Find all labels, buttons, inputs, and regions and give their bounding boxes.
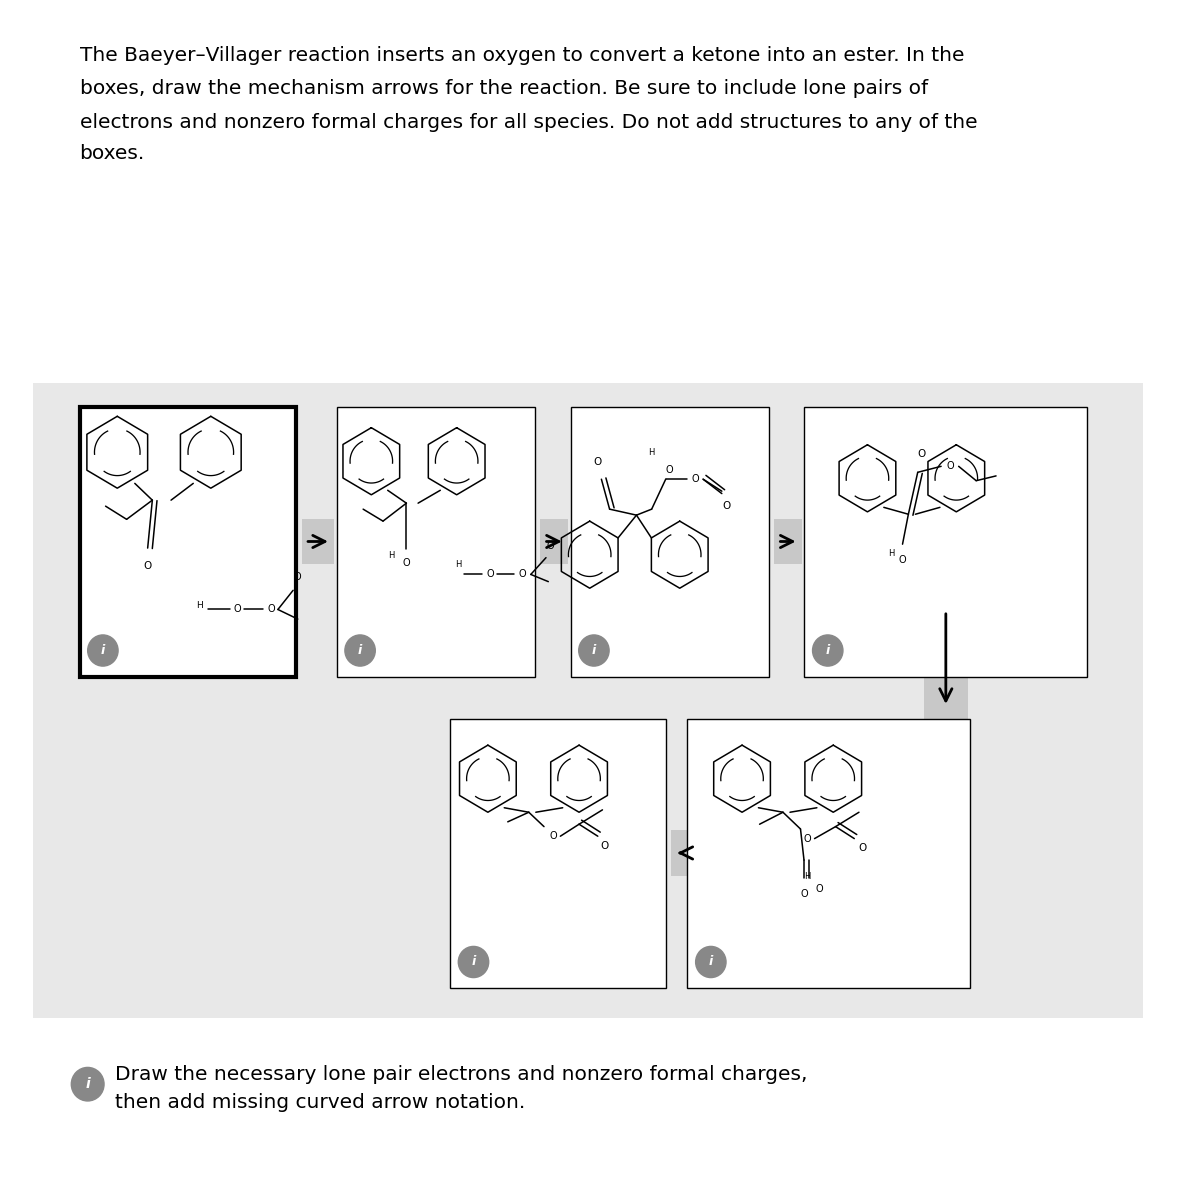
Text: i: i bbox=[826, 645, 830, 657]
Text: O: O bbox=[233, 605, 241, 615]
Text: O: O bbox=[800, 889, 808, 898]
Text: O: O bbox=[666, 465, 673, 474]
Text: H: H bbox=[455, 561, 462, 569]
Text: O: O bbox=[547, 540, 554, 551]
Text: i: i bbox=[709, 956, 713, 968]
Text: O: O bbox=[816, 884, 823, 894]
Text: Draw the necessary lone pair electrons and nonzero formal charges,: Draw the necessary lone pair electrons a… bbox=[114, 1065, 808, 1084]
FancyBboxPatch shape bbox=[804, 407, 1087, 677]
FancyBboxPatch shape bbox=[570, 407, 769, 677]
FancyBboxPatch shape bbox=[337, 407, 535, 677]
FancyBboxPatch shape bbox=[79, 407, 295, 677]
Text: O: O bbox=[294, 573, 301, 582]
Text: O: O bbox=[594, 458, 602, 467]
FancyBboxPatch shape bbox=[540, 519, 568, 564]
Text: O: O bbox=[402, 558, 410, 568]
Text: O: O bbox=[691, 474, 698, 484]
Text: H: H bbox=[804, 872, 811, 882]
Circle shape bbox=[71, 1067, 104, 1101]
FancyBboxPatch shape bbox=[671, 830, 688, 876]
FancyBboxPatch shape bbox=[32, 383, 1144, 1018]
FancyBboxPatch shape bbox=[924, 677, 968, 719]
Circle shape bbox=[696, 946, 726, 978]
Text: O: O bbox=[917, 449, 925, 459]
Text: i: i bbox=[592, 645, 596, 657]
Text: H: H bbox=[648, 448, 655, 458]
Circle shape bbox=[578, 635, 610, 666]
Circle shape bbox=[88, 635, 118, 666]
Text: O: O bbox=[550, 831, 557, 841]
Circle shape bbox=[812, 635, 842, 666]
Text: i: i bbox=[472, 956, 475, 968]
Text: then add missing curved arrow notation.: then add missing curved arrow notation. bbox=[114, 1093, 524, 1112]
Text: O: O bbox=[858, 843, 866, 853]
Text: i: i bbox=[358, 645, 362, 657]
Text: i: i bbox=[101, 645, 106, 657]
Circle shape bbox=[344, 635, 376, 666]
Text: O: O bbox=[144, 561, 151, 571]
Text: The Baeyer–Villager reaction inserts an oxygen to convert a ketone into an ester: The Baeyer–Villager reaction inserts an … bbox=[79, 46, 964, 65]
Text: O: O bbox=[804, 834, 811, 843]
Text: O: O bbox=[947, 461, 954, 471]
Text: H: H bbox=[388, 551, 395, 561]
Text: O: O bbox=[601, 841, 608, 851]
FancyBboxPatch shape bbox=[774, 519, 802, 564]
Circle shape bbox=[458, 946, 488, 978]
Text: i: i bbox=[85, 1077, 90, 1091]
Text: electrons and nonzero formal charges for all species. Do not add structures to a: electrons and nonzero formal charges for… bbox=[79, 113, 977, 132]
Text: O: O bbox=[268, 605, 275, 615]
Text: boxes.: boxes. bbox=[79, 144, 145, 163]
FancyBboxPatch shape bbox=[301, 519, 335, 564]
Text: boxes, draw the mechanism arrows for the reaction. Be sure to include lone pairs: boxes, draw the mechanism arrows for the… bbox=[79, 79, 928, 98]
FancyBboxPatch shape bbox=[450, 719, 666, 988]
Text: O: O bbox=[899, 555, 906, 564]
Text: O: O bbox=[722, 501, 731, 510]
FancyBboxPatch shape bbox=[688, 719, 971, 988]
Text: O: O bbox=[518, 569, 527, 580]
Text: H: H bbox=[888, 549, 894, 558]
Text: H: H bbox=[196, 601, 203, 611]
Text: O: O bbox=[486, 569, 493, 580]
